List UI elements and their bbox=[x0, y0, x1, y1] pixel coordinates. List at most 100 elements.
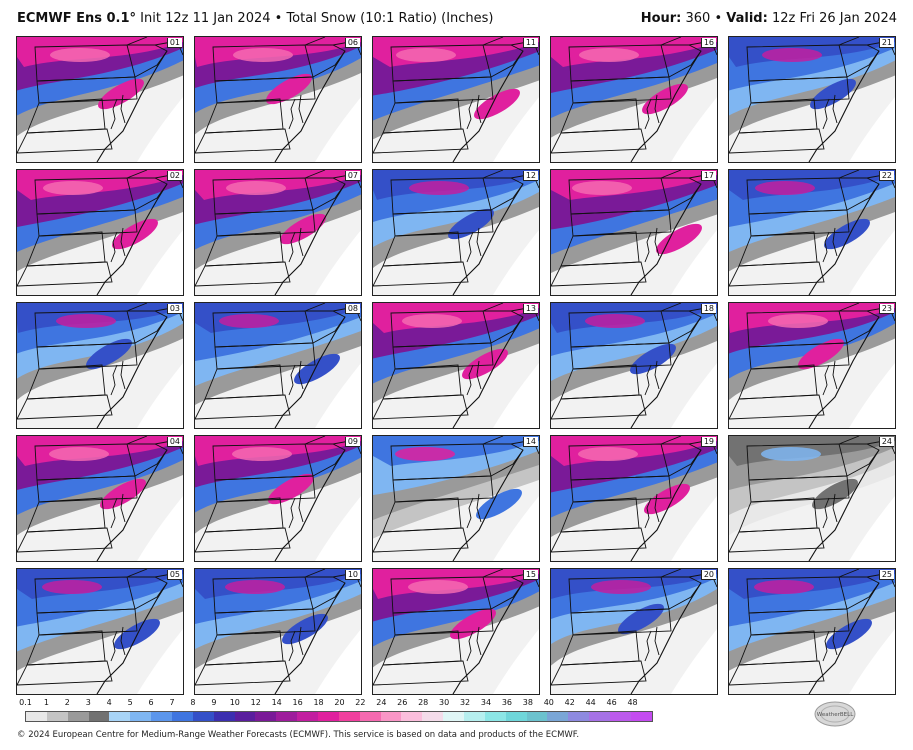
ensemble-panel: 21 bbox=[728, 36, 896, 163]
ensemble-panel: 01 bbox=[16, 36, 184, 163]
scale-tick-label: 28 bbox=[418, 698, 429, 707]
ensemble-panel: 13 bbox=[372, 302, 540, 429]
member-number: 17 bbox=[700, 171, 716, 181]
scale-tick-label: 4 bbox=[106, 698, 112, 707]
color-scale: 0.1 1 2 3 4 5 6 7 8 9 10 12 14 16 18 20 22 24 26 28 30 32 34 36… bbox=[17, 698, 657, 728]
snowfall-map bbox=[195, 170, 361, 295]
scale-tick-label: 14 bbox=[271, 698, 282, 707]
scale-swatch bbox=[422, 712, 444, 721]
member-number: 06 bbox=[344, 38, 360, 48]
scale-swatch bbox=[130, 712, 152, 721]
member-number: 24 bbox=[878, 437, 894, 447]
member-number: 11 bbox=[522, 38, 538, 48]
ensemble-member-grid: 01 06 bbox=[16, 36, 900, 696]
ensemble-panel: 12 bbox=[372, 169, 540, 296]
scale-swatch bbox=[67, 712, 89, 721]
valid-time: Hour: 360 • Valid: 12z Fri 26 Jan 2024 bbox=[641, 11, 897, 26]
snowfall-map bbox=[551, 170, 717, 295]
snowfall-map bbox=[17, 436, 183, 561]
snowfall-map bbox=[195, 303, 361, 428]
scale-tick-label: 40 bbox=[543, 698, 554, 707]
ensemble-panel: 14 bbox=[372, 435, 540, 562]
member-number: 20 bbox=[700, 570, 716, 580]
ensemble-panel: 05 bbox=[16, 568, 184, 695]
member-number: 01 bbox=[166, 38, 182, 48]
scale-tick-label: 38 bbox=[522, 698, 533, 707]
scale-tick-label: 3 bbox=[85, 698, 91, 707]
member-number: 16 bbox=[700, 38, 716, 48]
member-number: 07 bbox=[344, 171, 360, 181]
ensemble-panel: 16 bbox=[550, 36, 718, 163]
scale-bar bbox=[25, 711, 653, 722]
scale-swatch bbox=[484, 712, 506, 721]
scale-swatch bbox=[547, 712, 569, 721]
member-number: 05 bbox=[166, 570, 182, 580]
ensemble-panel: 07 bbox=[194, 169, 362, 296]
scale-swatch bbox=[568, 712, 590, 721]
scale-tick-label: 32 bbox=[459, 698, 471, 707]
scale-tick-label: 20 bbox=[334, 698, 345, 707]
ensemble-panel: 02 bbox=[16, 169, 184, 296]
snowfall-map bbox=[729, 569, 895, 694]
ensemble-panel: 17 bbox=[550, 169, 718, 296]
scale-swatch bbox=[589, 712, 611, 721]
snowfall-map bbox=[195, 37, 361, 162]
scale-swatch bbox=[464, 712, 485, 721]
init-text: Init 12z 11 Jan 2024 • Total Snow (10:1 … bbox=[136, 11, 494, 26]
ensemble-panel: 25 bbox=[728, 568, 896, 695]
scale-swatch bbox=[359, 712, 381, 721]
snowfall-map bbox=[373, 170, 539, 295]
scale-swatch bbox=[318, 712, 339, 721]
member-number: 12 bbox=[522, 171, 538, 181]
snowfall-map bbox=[17, 37, 183, 162]
ensemble-panel: 06 bbox=[194, 36, 362, 163]
member-number: 18 bbox=[700, 304, 716, 314]
scale-tick-label: 9 bbox=[211, 698, 217, 707]
snowfall-map bbox=[729, 436, 895, 561]
snowfall-map bbox=[195, 436, 361, 561]
snowfall-map bbox=[17, 170, 183, 295]
ensemble-panel: 22 bbox=[728, 169, 896, 296]
member-number: 04 bbox=[166, 437, 182, 447]
copyright-footer: © 2024 European Centre for Medium-Range … bbox=[17, 730, 580, 740]
scale-tick-label: 16 bbox=[292, 698, 303, 707]
snowfall-map bbox=[373, 37, 539, 162]
valid-label: Valid: bbox=[726, 11, 768, 26]
scale-tick-label: 24 bbox=[376, 698, 387, 707]
ensemble-panel: 09 bbox=[194, 435, 362, 562]
scale-tick-label: 22 bbox=[355, 698, 366, 707]
scale-swatch bbox=[276, 712, 298, 721]
scale-tick-label: 0.1 bbox=[19, 698, 32, 707]
snowfall-map bbox=[729, 170, 895, 295]
snowfall-map bbox=[373, 303, 539, 428]
hour-value: 360 • bbox=[681, 11, 727, 26]
model-name: ECMWF Ens 0.1° bbox=[17, 11, 137, 26]
snowfall-map bbox=[551, 436, 717, 561]
scale-swatch bbox=[610, 712, 631, 721]
scale-swatch bbox=[297, 712, 319, 721]
scale-tick-label: 1 bbox=[43, 698, 49, 707]
scale-swatch bbox=[234, 712, 256, 721]
scale-swatch bbox=[443, 712, 465, 721]
snowfall-map bbox=[551, 303, 717, 428]
scale-tick-label: 18 bbox=[313, 698, 324, 707]
ensemble-panel: 10 bbox=[194, 568, 362, 695]
snowfall-map bbox=[195, 569, 361, 694]
ensemble-panel: 20 bbox=[550, 568, 718, 695]
scale-tick-label: 36 bbox=[501, 698, 513, 707]
scale-swatch bbox=[26, 712, 47, 721]
scale-swatch bbox=[88, 712, 110, 721]
snowfall-map bbox=[551, 37, 717, 162]
scale-tick-label: 26 bbox=[397, 698, 408, 707]
scale-tick-label: 30 bbox=[439, 698, 450, 707]
ensemble-panel: 15 bbox=[372, 568, 540, 695]
scale-tick-label: 2 bbox=[64, 698, 70, 707]
snowfall-map bbox=[551, 569, 717, 694]
scale-tick-label: 46 bbox=[606, 698, 617, 707]
hour-label: Hour: bbox=[640, 11, 682, 26]
scale-tick-label: 42 bbox=[564, 698, 575, 707]
snowfall-map bbox=[17, 303, 183, 428]
snowfall-map bbox=[373, 569, 539, 694]
header: ECMWF Ens 0.1° Init 12z 11 Jan 2024 • To… bbox=[0, 0, 913, 36]
member-number: 03 bbox=[166, 304, 182, 314]
